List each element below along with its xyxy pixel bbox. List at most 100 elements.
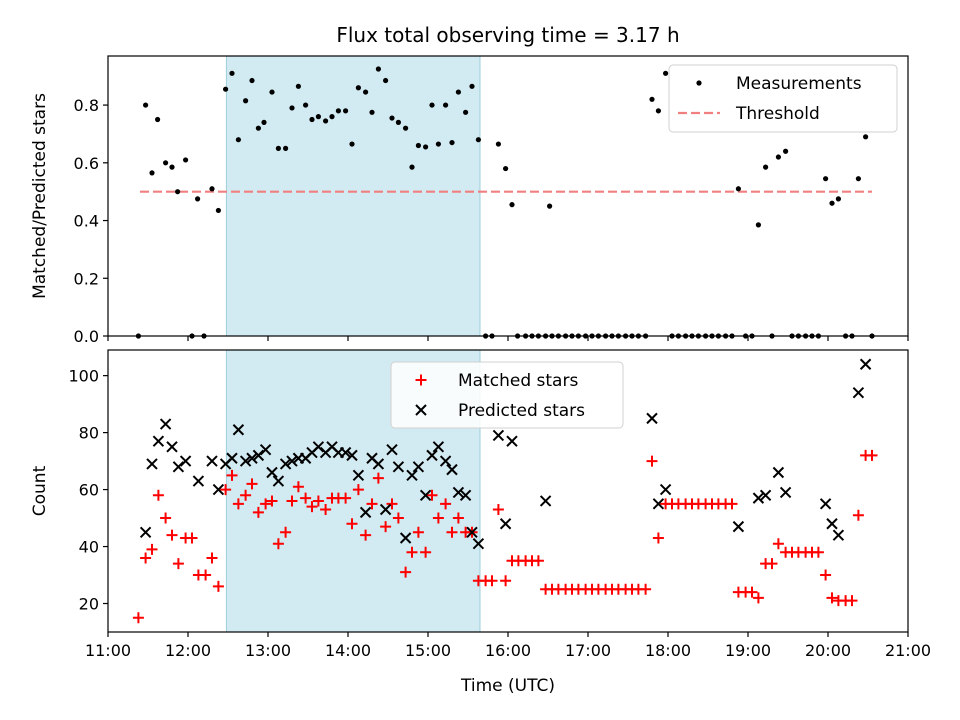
data-point bbox=[239, 455, 252, 467]
data-point bbox=[260, 498, 272, 510]
data-point bbox=[420, 546, 432, 558]
data-point bbox=[252, 506, 264, 518]
data-point bbox=[649, 96, 655, 102]
data-point bbox=[779, 486, 792, 499]
data-point bbox=[463, 109, 469, 115]
data-point bbox=[139, 526, 152, 539]
x-tick-label: 18:00 bbox=[645, 641, 691, 660]
bottom-data-points bbox=[132, 358, 878, 624]
data-point bbox=[315, 114, 321, 120]
data-point bbox=[492, 504, 504, 516]
y-tick-label: 40 bbox=[79, 538, 99, 557]
data-point bbox=[235, 137, 241, 143]
data-point bbox=[349, 141, 355, 147]
data-point bbox=[206, 552, 218, 564]
x-tick-label: 13:00 bbox=[245, 641, 291, 660]
data-point bbox=[192, 475, 205, 487]
data-point bbox=[146, 458, 158, 470]
data-point bbox=[426, 449, 438, 462]
x-tick-label: 20:00 bbox=[805, 641, 851, 660]
data-point bbox=[275, 145, 281, 151]
data-point bbox=[400, 566, 412, 578]
x-tick-label: 11:00 bbox=[85, 641, 131, 660]
x-axis-label: Time (UTC) bbox=[460, 676, 555, 696]
data-point bbox=[652, 498, 665, 510]
data-point bbox=[179, 455, 192, 467]
data-point bbox=[352, 484, 364, 496]
data-point bbox=[412, 461, 425, 473]
data-point bbox=[772, 466, 785, 479]
data-point bbox=[432, 441, 445, 453]
data-point bbox=[320, 504, 332, 516]
y-tick-label: 60 bbox=[79, 481, 99, 500]
data-point bbox=[246, 478, 258, 490]
data-point bbox=[532, 555, 544, 567]
data-point bbox=[819, 498, 832, 510]
data-point bbox=[640, 583, 652, 595]
data-point bbox=[392, 461, 405, 473]
data-point bbox=[466, 526, 478, 539]
data-point bbox=[859, 358, 872, 370]
data-point bbox=[403, 125, 409, 131]
data-point bbox=[646, 412, 658, 425]
x-tick-label: 17:00 bbox=[565, 641, 611, 660]
data-point bbox=[186, 532, 198, 544]
data-point bbox=[452, 512, 464, 524]
data-point bbox=[652, 532, 664, 544]
data-point bbox=[832, 529, 845, 541]
data-point bbox=[166, 529, 178, 541]
data-point bbox=[455, 89, 461, 95]
data-point bbox=[360, 529, 372, 541]
legend: Matched stars Predicted stars bbox=[390, 361, 624, 429]
data-point bbox=[472, 537, 485, 550]
data-point bbox=[266, 495, 278, 507]
data-point bbox=[226, 469, 238, 481]
data-point bbox=[846, 595, 858, 607]
data-point bbox=[243, 98, 249, 104]
data-point bbox=[446, 463, 458, 476]
data-point bbox=[229, 70, 235, 76]
data-point bbox=[306, 501, 318, 513]
data-point bbox=[323, 118, 329, 124]
data-point bbox=[852, 387, 865, 399]
y-tick-label: 20 bbox=[79, 595, 99, 614]
data-point bbox=[409, 164, 415, 170]
data-point bbox=[146, 543, 158, 555]
data-point bbox=[446, 526, 458, 538]
data-point bbox=[289, 105, 295, 111]
data-point bbox=[386, 498, 398, 510]
data-point bbox=[355, 85, 361, 91]
x-tick-label: 19:00 bbox=[725, 641, 771, 660]
data-point bbox=[215, 207, 221, 214]
x-tick-label: 21:00 bbox=[885, 641, 931, 660]
data-point bbox=[452, 486, 465, 499]
data-point bbox=[175, 189, 181, 195]
data-point bbox=[772, 538, 784, 550]
data-point bbox=[346, 518, 358, 530]
data-point bbox=[232, 424, 245, 436]
data-point bbox=[449, 139, 455, 146]
legend-marker bbox=[696, 80, 702, 86]
y-tick-label: 0.6 bbox=[74, 154, 99, 173]
data-point bbox=[495, 141, 501, 147]
data-point bbox=[352, 469, 365, 482]
data-point bbox=[223, 86, 229, 92]
data-point bbox=[855, 176, 862, 182]
data-point bbox=[823, 176, 829, 182]
data-point bbox=[829, 200, 835, 206]
data-point bbox=[783, 148, 789, 154]
data-point bbox=[152, 489, 164, 501]
x-tick-label: 15:00 bbox=[405, 641, 451, 660]
legend-box bbox=[390, 361, 624, 429]
data-point bbox=[183, 157, 189, 163]
data-point bbox=[732, 520, 745, 533]
data-point bbox=[432, 512, 444, 524]
data-point bbox=[159, 418, 172, 430]
data-point bbox=[339, 446, 352, 459]
data-point bbox=[386, 443, 398, 456]
data-point bbox=[272, 538, 284, 550]
data-point bbox=[369, 109, 375, 115]
data-point bbox=[412, 526, 424, 538]
data-point bbox=[220, 484, 232, 496]
